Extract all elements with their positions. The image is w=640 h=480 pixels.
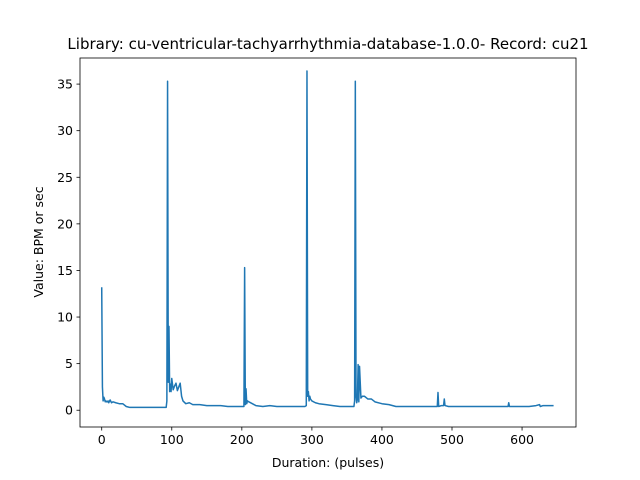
x-tick-label: 500: [440, 432, 464, 447]
y-tick-label: 10: [57, 310, 73, 325]
y-tick-label: 0: [65, 403, 73, 418]
plot-frame: [79, 57, 577, 428]
axes: 0 100 200 300 400 500 600 0 5 10 15 20 25 30 35: [57, 57, 577, 447]
y-tick-label: 30: [57, 123, 73, 138]
x-tick-label: 300: [300, 432, 324, 447]
y-tick-label: 25: [57, 170, 73, 185]
x-tick-label: 100: [160, 432, 184, 447]
y-tick-label: 20: [57, 216, 73, 231]
x-tick-label: 0: [98, 432, 106, 447]
y-tick-label: 15: [57, 263, 73, 278]
x-tick-label: 200: [230, 432, 254, 447]
y-axis-label: Value: BPM or sec: [31, 186, 46, 297]
x-tick-label: 600: [510, 432, 534, 447]
chart-title: Library: cu-ventricular-tachyarrhythmia-…: [67, 35, 588, 53]
x-tick-label: 400: [370, 432, 394, 447]
series-line-1: [100, 70, 554, 409]
plot-area: [100, 70, 554, 409]
y-tick-label: 5: [65, 356, 73, 371]
x-axis-label: Duration: (pulses): [272, 455, 384, 470]
y-tick-label: 35: [57, 77, 73, 92]
